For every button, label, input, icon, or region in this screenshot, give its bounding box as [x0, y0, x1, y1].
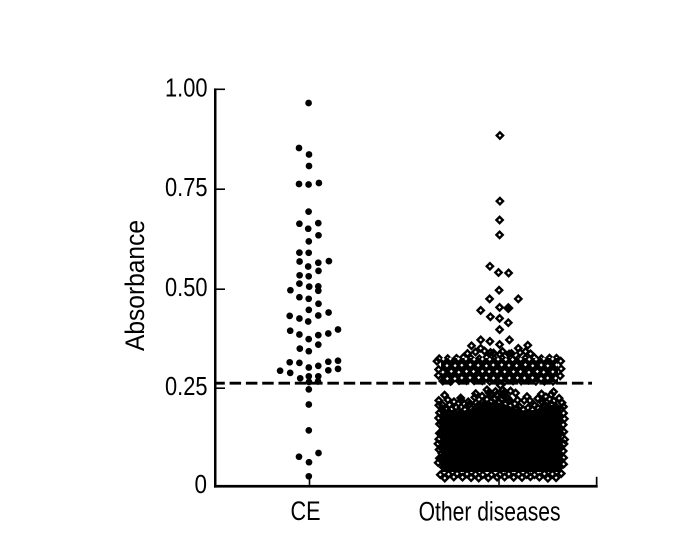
- svg-text:0: 0: [195, 471, 208, 499]
- svg-text:Other diseases: Other diseases: [419, 496, 561, 526]
- svg-text:1.00: 1.00: [165, 74, 208, 102]
- svg-text:Absorbance: Absorbance: [120, 220, 150, 351]
- svg-text:0.25: 0.25: [165, 373, 208, 401]
- svg-text:0.50: 0.50: [165, 274, 208, 302]
- svg-text:0.75: 0.75: [165, 174, 208, 202]
- svg-text:CE: CE: [291, 496, 321, 526]
